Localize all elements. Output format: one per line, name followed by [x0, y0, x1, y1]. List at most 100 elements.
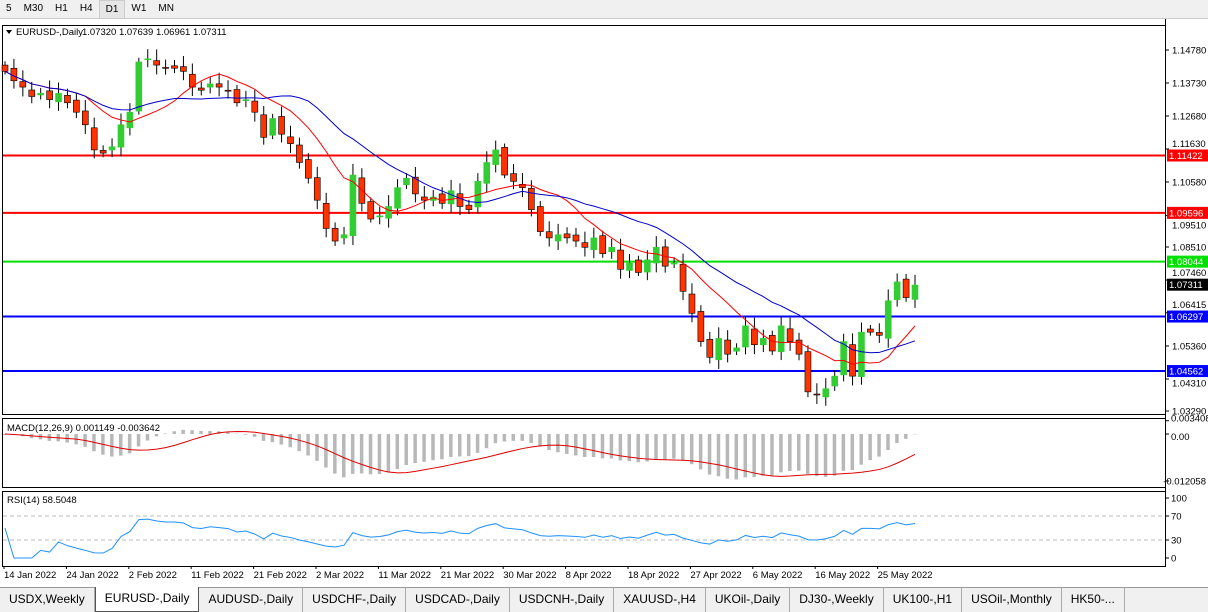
bear-candle: [465, 204, 473, 210]
macd-histogram-bar: [627, 434, 632, 462]
bear-candle: [28, 89, 36, 97]
bull-candle: [349, 174, 357, 237]
macd-histogram-bar: [368, 434, 373, 475]
bear-candle: [189, 73, 196, 88]
timeframe-w1[interactable]: W1: [131, 3, 147, 14]
timeframe-d1[interactable]: D1: [98, 0, 126, 19]
timeframe-m30[interactable]: M30: [23, 3, 44, 14]
macd-histogram-bar: [788, 434, 792, 471]
bull-candle: [206, 83, 214, 88]
bear-candle: [501, 147, 508, 176]
macd-histogram-bar: [618, 434, 623, 461]
price-chart[interactable]: 1.14780 1.13730 1.12680 1.11630 1.10580 1.095…: [0, 19, 1208, 587]
chart-tab[interactable]: AUDUSD-,Daily: [199, 588, 304, 612]
bear-candle: [519, 183, 526, 188]
date-label: 16 May 2022: [815, 570, 870, 581]
timeframe-5[interactable]: 5: [6, 3, 12, 14]
macd-histogram-bar: [797, 434, 801, 471]
date-label: 24 Jan 2022: [66, 570, 118, 581]
bear-candle: [581, 242, 589, 248]
rsi-pane: [2, 491, 1166, 567]
date-label: 11 Mar 2022: [378, 570, 431, 581]
macd-histogram-bar: [422, 434, 426, 462]
bear-candle: [456, 193, 464, 207]
bear-candle: [706, 339, 714, 358]
macd-histogram-bar: [386, 434, 391, 473]
macd-histogram-bar: [868, 434, 872, 461]
bull-candle: [394, 187, 401, 209]
bear-candle: [724, 339, 731, 355]
bull-candle: [492, 149, 499, 165]
macd-histogram-bar: [779, 434, 783, 473]
bear-candle: [412, 176, 419, 195]
macd-histogram-bar: [556, 434, 560, 453]
price-tick-label: 1.03290: [1172, 407, 1206, 418]
macd-histogram-bar: [600, 434, 605, 459]
date-label: 30 Mar 2022: [503, 570, 556, 581]
bear-candle: [867, 328, 874, 333]
chart-tab[interactable]: USDX,Weekly: [0, 588, 95, 612]
timeframe-mn[interactable]: MN: [158, 3, 174, 14]
date-label: 25 May 2022: [878, 570, 933, 581]
chart-tab[interactable]: USOil-,Monthly: [962, 588, 1062, 612]
macd-histogram-bar: [297, 434, 301, 452]
bull-candle: [385, 206, 392, 219]
macd-histogram-bar: [538, 434, 542, 447]
chart-tab[interactable]: EURUSD-,Daily: [94, 587, 200, 612]
macd-histogram-bar: [226, 431, 230, 434]
bull-candle: [483, 162, 491, 184]
bear-candle: [795, 339, 803, 355]
macd-histogram-bar: [672, 434, 676, 459]
timeframe-h1[interactable]: H1: [55, 3, 68, 14]
bear-candle: [688, 293, 696, 314]
bear-candle: [367, 201, 375, 220]
price-tick-label: 1.05360: [1172, 341, 1206, 352]
bear-candle: [224, 89, 232, 92]
bear-candle: [46, 90, 53, 100]
chart-tab[interactable]: USDCNH-,Daily: [510, 588, 615, 612]
bear-candle: [153, 60, 160, 66]
chart-tab[interactable]: UK100-,H1: [884, 588, 963, 612]
chart-tab[interactable]: XAUUSD-,H4: [614, 588, 706, 612]
macd-histogram-bar: [681, 434, 685, 461]
macd-histogram-bar: [154, 434, 159, 437]
price-tick-label: 1.14780: [1172, 46, 1206, 57]
macd-histogram-bar: [761, 434, 765, 476]
bull-candle: [911, 284, 919, 300]
macd-histogram-bar: [110, 434, 114, 457]
chart-tab[interactable]: DJ30-,Weekly: [790, 588, 884, 612]
macd-histogram-bar: [529, 434, 533, 443]
rsi-tick-label: 0: [1171, 554, 1176, 565]
bear-candle: [599, 235, 607, 254]
macd-histogram-bar: [404, 434, 408, 466]
date-label: 14 Jan 2022: [4, 570, 56, 581]
macd-histogram-bar: [707, 434, 712, 475]
bear-candle: [215, 83, 223, 88]
chart-tab[interactable]: USDCHF-,Daily: [303, 588, 407, 612]
bull-candle: [840, 341, 847, 376]
macd-label: MACD(12,26,9) 0.001149 -0.003642: [7, 423, 160, 434]
bull-candle: [893, 281, 901, 300]
macd-histogram-bar: [413, 434, 417, 464]
macd-histogram-bar: [484, 434, 489, 449]
timeframe-toolbar: 5 M30 H1 H4 D1 W1 MN: [0, 0, 1208, 19]
rsi-line: [4, 518, 916, 559]
macd-histogram-bar: [252, 434, 257, 437]
macd-histogram-bar: [270, 434, 275, 443]
macd-histogram-bar: [118, 434, 123, 456]
chart-tab[interactable]: HK50-...: [1062, 588, 1125, 612]
macd-histogram-bar: [181, 429, 185, 434]
chart-tab[interactable]: USDCAD-,Daily: [406, 588, 510, 612]
bull-candle: [644, 259, 651, 273]
timeframe-h4[interactable]: H4: [79, 3, 93, 14]
macd-histogram-bar: [716, 434, 721, 477]
bear-candle: [287, 136, 294, 144]
price-tick-label: 1.12680: [1172, 111, 1206, 122]
macd-histogram-bar: [458, 434, 462, 457]
macd-histogram-bar: [698, 434, 703, 470]
chart-tab[interactable]: UKOil-,Daily: [706, 588, 791, 612]
bull-candle: [626, 262, 633, 271]
bear-candle: [73, 99, 80, 113]
price-tick-label: 1.10580: [1172, 177, 1206, 188]
bull-candle: [742, 325, 749, 348]
